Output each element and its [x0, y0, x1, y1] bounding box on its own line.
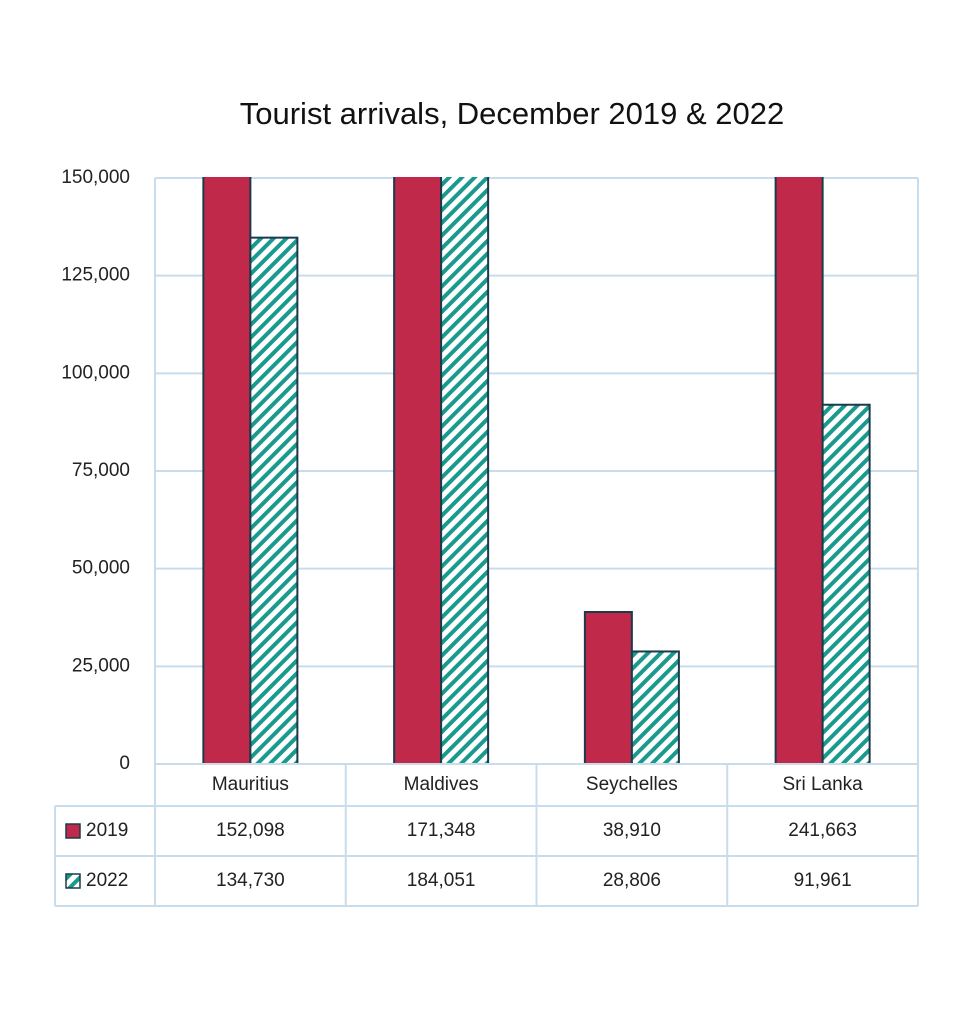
y-tick-label: 0 [119, 753, 130, 774]
table-value: 28,806 [603, 870, 661, 891]
legend-label: 2022 [86, 870, 128, 891]
bar [393, 177, 443, 765]
y-tick-label: 100,000 [61, 362, 130, 383]
legend-swatch [65, 873, 81, 889]
table-value: 184,051 [407, 870, 476, 891]
bar [202, 177, 252, 765]
bar [249, 236, 299, 765]
y-tick-label: 25,000 [72, 655, 130, 676]
x-tick-label: Maldives [404, 774, 479, 795]
y-tick-label: 50,000 [72, 558, 130, 579]
x-tick-label: Sri Lanka [782, 774, 863, 795]
bar [821, 403, 871, 765]
y-tick-label: 125,000 [61, 265, 130, 286]
table-value: 171,348 [407, 820, 476, 841]
bar [630, 650, 680, 765]
table-value: 241,663 [788, 820, 857, 841]
x-tick-label: Mauritius [212, 774, 289, 795]
table-value: 152,098 [216, 820, 285, 841]
y-tick-label: 75,000 [72, 460, 130, 481]
chart-title: Tourist arrivals, December 2019 & 2022 [240, 96, 784, 131]
bar [583, 610, 633, 765]
bar [440, 177, 490, 765]
x-tick-label: Seychelles [586, 774, 678, 795]
table-value: 91,961 [794, 870, 852, 891]
legend-swatch [65, 823, 81, 839]
legend-label: 2019 [86, 820, 128, 841]
table-value: 134,730 [216, 870, 285, 891]
y-tick-label: 150,000 [61, 167, 130, 188]
table-value: 38,910 [603, 820, 661, 841]
